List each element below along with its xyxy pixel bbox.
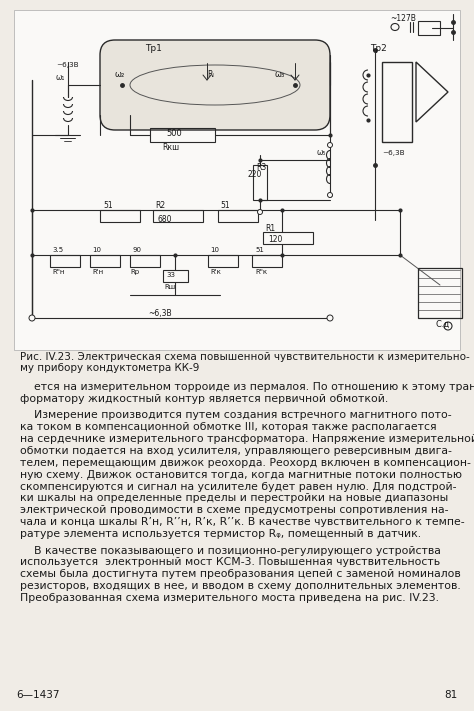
Text: ка током в компенсационной обмотке ІІІ, которая также располагается: ка током в компенсационной обмотке ІІІ, … bbox=[20, 422, 437, 432]
Text: 680: 680 bbox=[158, 215, 173, 224]
Text: R"к: R"к bbox=[255, 269, 267, 275]
Text: телем, перемещающим движок реохорда. Реохорд включен в компенсацион-: телем, перемещающим движок реохорда. Рео… bbox=[20, 458, 471, 468]
Text: Тр1: Тр1 bbox=[145, 44, 162, 53]
Bar bbox=[100, 210, 140, 222]
Text: ~6,3В: ~6,3В bbox=[56, 62, 79, 68]
Text: 220: 220 bbox=[248, 170, 263, 179]
Bar bbox=[218, 210, 258, 222]
Text: R2: R2 bbox=[155, 201, 165, 210]
Text: используется  электронный мост КСМ-3. Повышенная чувствительность: используется электронный мост КСМ-3. Пов… bbox=[20, 557, 440, 567]
Text: скомпенсируются и сигнал на усилителе будет равен нулю. Для подстрой-: скомпенсируются и сигнал на усилителе бу… bbox=[20, 481, 456, 491]
Bar bbox=[252, 255, 282, 267]
Text: ω₅: ω₅ bbox=[317, 148, 327, 157]
Text: ω₁: ω₁ bbox=[56, 73, 65, 82]
Ellipse shape bbox=[29, 315, 35, 321]
Text: Rₗ: Rₗ bbox=[207, 70, 214, 79]
Text: Измерение производится путем создания встречного магнитного пото-: Измерение производится путем создания вс… bbox=[20, 410, 452, 420]
Text: Rкш: Rкш bbox=[162, 143, 179, 152]
Text: ки шкалы на определенные пределы и перестройки на новые диапазоны: ки шкалы на определенные пределы и перес… bbox=[20, 493, 448, 503]
Text: R3: R3 bbox=[256, 163, 266, 172]
Bar bbox=[50, 255, 80, 267]
Text: ~6,3В: ~6,3В bbox=[382, 150, 405, 156]
Bar bbox=[208, 255, 238, 267]
Bar bbox=[14, 10, 460, 350]
FancyBboxPatch shape bbox=[100, 40, 330, 130]
Bar bbox=[90, 255, 120, 267]
Text: Rш: Rш bbox=[164, 284, 175, 290]
Ellipse shape bbox=[257, 210, 263, 215]
Text: схемы была достигнута путем преобразования цепей с заменой номиналов: схемы была достигнута путем преобразован… bbox=[20, 570, 461, 579]
Text: му прибору кондуктометра КК-9: му прибору кондуктометра КК-9 bbox=[20, 363, 200, 373]
Text: 51: 51 bbox=[103, 201, 113, 210]
Text: ω₂: ω₂ bbox=[115, 70, 125, 79]
Bar bbox=[130, 255, 160, 267]
Text: ~127В: ~127В bbox=[390, 14, 416, 23]
Bar bbox=[263, 232, 313, 244]
Text: ется на измерительном торроиде из пермалоя. По отношению к этому транс-: ется на измерительном торроиде из пермал… bbox=[20, 382, 474, 392]
Text: Тр2: Тр2 bbox=[370, 44, 387, 53]
Text: R1: R1 bbox=[265, 224, 275, 233]
Text: электрической проводимости в схеме предусмотрены сопротивления на-: электрической проводимости в схеме преду… bbox=[20, 506, 448, 515]
Text: 6—1437: 6—1437 bbox=[16, 690, 60, 700]
Text: 51: 51 bbox=[255, 247, 264, 253]
Bar bbox=[418, 21, 440, 35]
Text: R'к: R'к bbox=[210, 269, 221, 275]
Text: резисторов, входящих в нее, и вводом в схему дополнительных элементов.: резисторов, входящих в нее, и вводом в с… bbox=[20, 581, 461, 591]
Text: ратуре элемента используется термистор Rᵩ, помещенный в датчик.: ратуре элемента используется термистор R… bbox=[20, 529, 421, 539]
Text: Преобразованная схема измерительного моста приведена на рис. IV.23.: Преобразованная схема измерительного мос… bbox=[20, 593, 439, 603]
Text: 10: 10 bbox=[210, 247, 219, 253]
Text: ~6,3В: ~6,3В bbox=[148, 309, 172, 318]
Text: 81: 81 bbox=[445, 690, 458, 700]
Bar bbox=[150, 128, 215, 142]
Text: 500: 500 bbox=[166, 129, 182, 138]
Ellipse shape bbox=[328, 193, 332, 198]
Text: обмотки подается на вход усилителя, управляющего реверсивным двига-: обмотки подается на вход усилителя, упра… bbox=[20, 446, 452, 456]
Text: 10: 10 bbox=[92, 247, 101, 253]
Text: на сердечнике измерительного трансформатора. Напряжение измерительной: на сердечнике измерительного трансформат… bbox=[20, 434, 474, 444]
Bar bbox=[253, 165, 267, 200]
Text: 51: 51 bbox=[220, 201, 229, 210]
Text: 3.5: 3.5 bbox=[52, 247, 63, 253]
Text: R'н: R'н bbox=[92, 269, 103, 275]
Text: форматору жидкостный контур является первичной обмоткой.: форматору жидкостный контур является пер… bbox=[20, 394, 388, 404]
Bar bbox=[382, 62, 412, 142]
Ellipse shape bbox=[327, 315, 333, 321]
Text: R"н: R"н bbox=[52, 269, 64, 275]
Text: чала и конца шкалы R’н, R’’н, R’к, R’’к. В качестве чувствительного к темпе-: чала и конца шкалы R’н, R’’н, R’к, R’’к.… bbox=[20, 517, 465, 527]
Bar bbox=[153, 210, 203, 222]
Bar bbox=[418, 268, 462, 318]
Text: С.д: С.д bbox=[436, 320, 450, 329]
Text: В качестве показывающего и позиционно-регулирующего устройства: В качестве показывающего и позиционно-ре… bbox=[20, 545, 441, 555]
Text: ω₃: ω₃ bbox=[275, 70, 285, 79]
Text: 90: 90 bbox=[133, 247, 142, 253]
Ellipse shape bbox=[328, 142, 332, 147]
Text: Rр: Rр bbox=[130, 269, 139, 275]
Text: 33: 33 bbox=[166, 272, 175, 278]
Text: 120: 120 bbox=[268, 235, 283, 244]
Bar bbox=[163, 270, 188, 282]
Text: ную схему. Движок остановится тогда, когда магнитные потоки полностью: ную схему. Движок остановится тогда, ког… bbox=[20, 470, 462, 480]
Text: Рис. IV.23. Электрическая схема повышенной чувствительности к измерительно-: Рис. IV.23. Электрическая схема повышенн… bbox=[20, 352, 470, 362]
